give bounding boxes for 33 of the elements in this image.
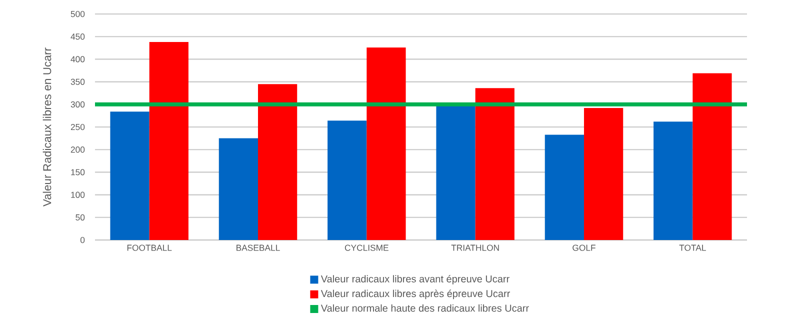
x-tick-label: TOTAL: [679, 244, 706, 251]
y-axis-title: Valeur Radicaux libres en Ucarr: [42, 48, 52, 207]
legend-label: Valeur normale haute des radicaux libres Ucarr: [320, 304, 529, 312]
y-tick-label: 50: [76, 214, 85, 220]
bar: [475, 88, 514, 240]
bar: [654, 122, 693, 240]
x-tick-label: CYCLISME: [344, 244, 388, 251]
bar: [544, 134, 584, 240]
y-tick-label: 450: [70, 34, 85, 40]
bar: [584, 108, 624, 240]
y-tick-label: 100: [71, 192, 85, 198]
y-tick-label: 200: [70, 146, 85, 153]
bar: [149, 42, 188, 240]
y-tick-label: 400: [70, 56, 85, 62]
x-tick-label: TRIATHLON: [451, 244, 499, 251]
y-tick-label: 0: [80, 236, 85, 244]
x-tick-label: GOLF: [572, 244, 596, 251]
bar: [692, 73, 732, 240]
bar: [328, 120, 367, 240]
bar: [436, 104, 476, 240]
y-tick-label: 150: [71, 169, 85, 176]
y-tick-label: 350: [70, 78, 85, 85]
x-tick-label: FOOTBALL: [127, 244, 172, 251]
bar: [366, 47, 406, 240]
bar: [218, 138, 258, 240]
y-tick-label: 500: [70, 10, 85, 18]
bar: [110, 112, 150, 240]
bar: [258, 84, 298, 240]
x-tick-label: BASEBALL: [236, 244, 280, 251]
legend-label: Valeur radicaux libres après épreuve Ucarr: [320, 290, 510, 300]
legend-label: Valeur radicaux libres avant épreuve Ucarr: [320, 274, 510, 284]
y-tick-label: 300: [70, 101, 85, 108]
y-tick-label: 250: [70, 124, 85, 130]
